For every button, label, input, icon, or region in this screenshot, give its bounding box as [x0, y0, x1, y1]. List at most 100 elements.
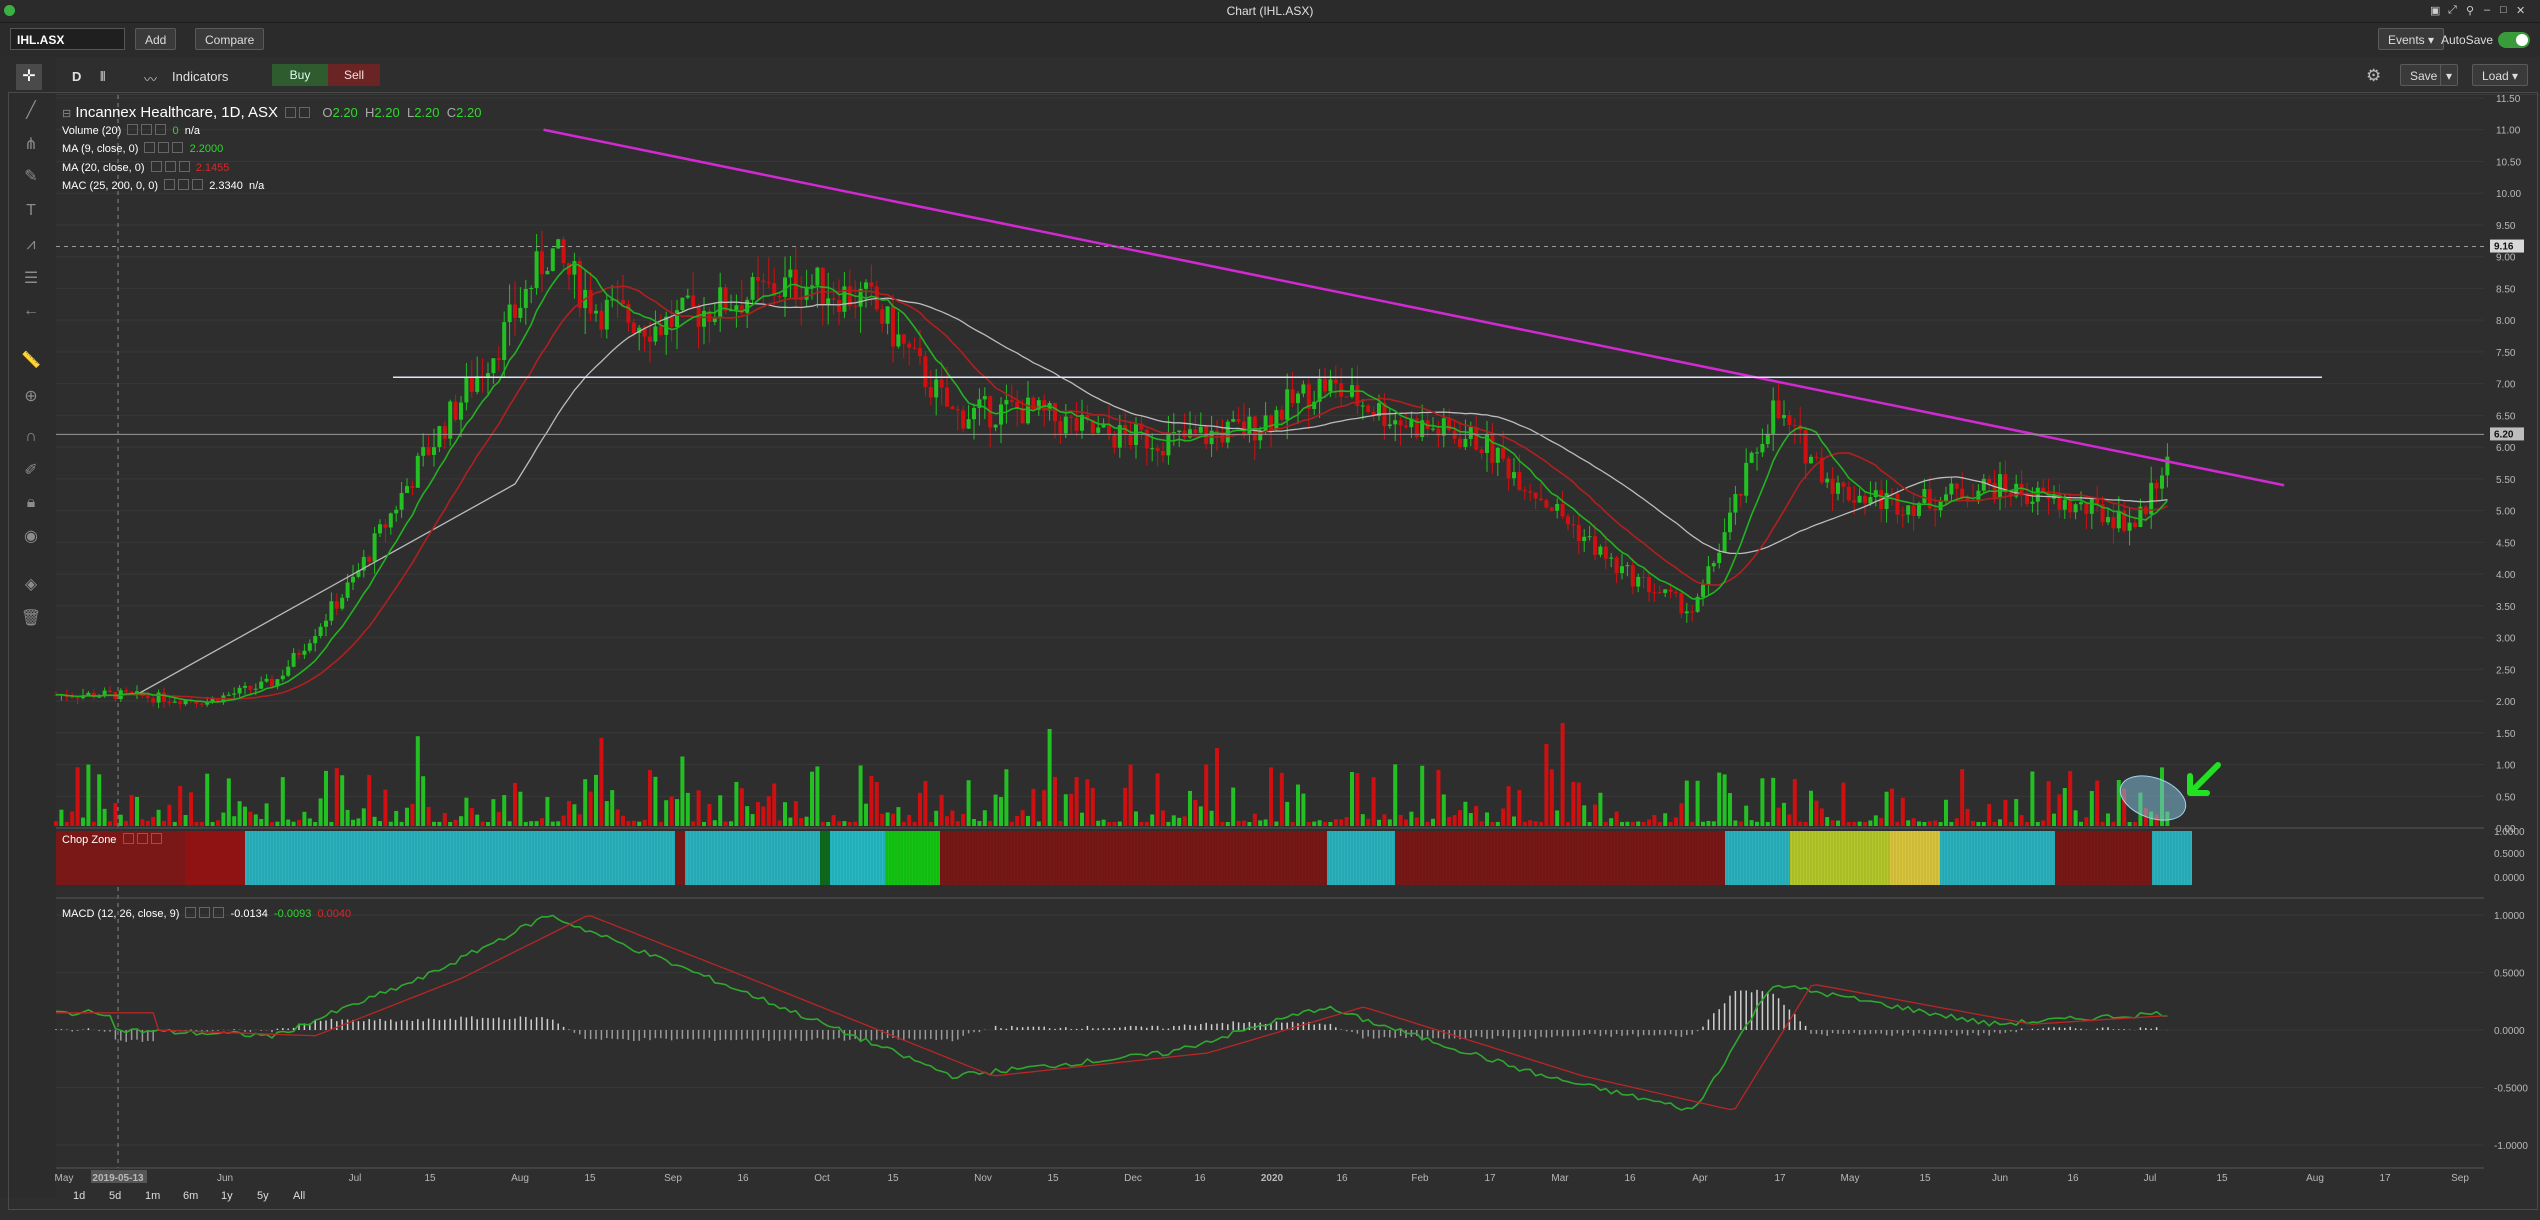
settings-icon[interactable] [144, 142, 156, 153]
text-tool-icon[interactable]: T [26, 202, 36, 219]
remove-icon[interactable] [178, 161, 190, 172]
ma20-value: 2.1455 [195, 162, 230, 174]
autosave-label: AutoSave [2441, 33, 2494, 47]
timeframe-5d[interactable]: 5d [109, 1190, 122, 1202]
timeframe-5y[interactable]: 5y [257, 1190, 269, 1202]
settings-icon[interactable] [127, 124, 139, 135]
timeframe-1d[interactable]: 1d [73, 1190, 86, 1202]
indicators-icon[interactable]: 〰 [144, 72, 158, 87]
crosshair-tool-icon[interactable]: ✛ [16, 64, 42, 90]
macd-hist-value: -0.0134 [230, 908, 268, 920]
settings-icon[interactable] [150, 161, 162, 172]
hide-icon[interactable] [158, 142, 170, 153]
collapse-legend-icon[interactable]: ⊟ [62, 108, 72, 120]
pin-icon[interactable]: ▣ [2430, 5, 2441, 17]
load-label: Load [2482, 69, 2509, 83]
volume-legend: Volume (20) 0 n/a [62, 124, 200, 137]
macd-name: MACD (12, 26, close, 9) [62, 908, 180, 920]
remove-icon[interactable] [155, 124, 167, 135]
top-toolbar: IHL.ASX Add Compare Events ▾ AutoSave [0, 23, 2540, 57]
open-label: O [322, 105, 333, 120]
fib-tool-icon[interactable]: ☰ [23, 270, 39, 287]
volume-ma-value: n/a [184, 125, 201, 137]
autosave-toggle[interactable] [2498, 32, 2530, 48]
close-icon[interactable]: ✕ [2516, 5, 2526, 17]
stay-in-drawing-icon[interactable]: ✐ [24, 462, 38, 479]
chart-toolbar: D ⫴ 〰 Indicators ⚙ Save ▾ Load ▾ [0, 58, 2540, 95]
main-legend: ⊟ Incannex Healthcare, 1D, ASX O2.20 H2.… [62, 104, 481, 121]
save-button[interactable]: Save [2400, 64, 2448, 86]
eye-icon[interactable]: ◉ [24, 528, 38, 545]
mac-legend: MAC (25, 200, 0, 0) 2.3340 n/a [62, 179, 264, 192]
interval-selector[interactable]: D [72, 69, 82, 84]
chevron-down-icon: ▾ [2512, 69, 2519, 83]
load-button[interactable]: Load ▾ [2472, 64, 2529, 86]
layers-icon[interactable]: ◈ [24, 576, 38, 593]
chop-legend: Chop Zone [62, 833, 162, 846]
window-title: Chart (IHL.ASX) [1226, 4, 1314, 18]
settings-gear-icon[interactable]: ⚙ [2366, 66, 2382, 85]
remove-icon[interactable] [192, 179, 204, 190]
mac-value-2: n/a [248, 180, 265, 192]
ma9-name: MA (9, close, 0) [62, 143, 139, 155]
high-label: H [365, 105, 375, 120]
chop-name: Chop Zone [62, 834, 117, 846]
hide-icon[interactable] [164, 161, 176, 172]
legend-settings-icon[interactable] [285, 107, 297, 118]
legend-hide-icon[interactable] [299, 107, 311, 118]
hide-icon[interactable] [199, 907, 211, 918]
settings-icon[interactable] [122, 833, 134, 844]
brush-tool-icon[interactable]: ✎ [24, 168, 38, 185]
drawing-toolbar: ✛ ╱ ⋔ ✎ T ⩘ ☰ ← 📏 ⊕ ∩ ✐ 🔒︎ ◉ ◈ 🗑︎ [0, 58, 56, 1198]
zoom-in-icon[interactable]: ⊕ [24, 388, 38, 405]
minimize-icon[interactable]: – [2484, 4, 2491, 16]
remove-icon[interactable] [213, 907, 225, 918]
pitchfork-tool-icon[interactable]: ⋔ [24, 136, 38, 153]
buy-button[interactable]: Buy [272, 64, 328, 86]
arrow-back-icon[interactable]: ← [23, 302, 39, 319]
lock-icon[interactable]: 🔒︎ [26, 494, 36, 511]
volume-name: Volume (20) [62, 125, 122, 137]
symbol-input[interactable]: IHL.ASX [10, 28, 125, 50]
chevron-down-icon: ▾ [2428, 33, 2435, 47]
low-label: L [406, 105, 415, 120]
trash-icon[interactable]: 🗑︎ [20, 610, 42, 627]
macd-value: -0.0093 [274, 908, 312, 920]
compare-button[interactable]: Compare [195, 28, 265, 50]
mac-value: 2.3340 [209, 180, 243, 192]
close-label: C [446, 105, 457, 120]
macd-signal-value: 0.0040 [317, 908, 352, 920]
timeframe-all[interactable]: All [293, 1190, 306, 1202]
timeframe-1m[interactable]: 1m [145, 1190, 161, 1202]
indicators-button[interactable]: Indicators [172, 69, 229, 84]
popout-icon[interactable]: ⤢ [2448, 4, 2457, 16]
window-titlebar: Chart (IHL.ASX) ▣ ⤢ ⚲ – □ ✕ [0, 0, 2540, 23]
pattern-tool-icon[interactable]: ⩘ [26, 236, 36, 253]
remove-icon[interactable] [172, 142, 184, 153]
magnet-icon[interactable]: ∩ [25, 428, 37, 445]
events-label: Events [2388, 33, 2425, 47]
timeframe-6m[interactable]: 6m [183, 1190, 199, 1202]
ruler-tool-icon[interactable]: 📏 [21, 352, 41, 369]
instrument-title: Incannex Healthcare, 1D, ASX [75, 104, 279, 121]
trendline-tool-icon[interactable]: ╱ [26, 102, 36, 119]
add-button[interactable]: Add [135, 28, 177, 50]
settings-icon[interactable] [164, 179, 176, 190]
settings-icon[interactable] [185, 907, 197, 918]
ma9-legend: MA (9, close, 0) 2.2000 [62, 142, 223, 155]
link-icon[interactable]: ⚲ [2466, 5, 2475, 17]
app-status-dot [4, 5, 15, 16]
hide-icon[interactable] [136, 833, 148, 844]
timeframe-1y[interactable]: 1y [221, 1190, 233, 1202]
save-menu-chevron-icon[interactable]: ▾ [2440, 64, 2459, 86]
chart-type-candles-icon[interactable]: ⫴ [100, 69, 106, 84]
macd-legend: MACD (12, 26, close, 9) -0.0134 -0.0093 … [62, 907, 351, 920]
hide-icon[interactable] [141, 124, 153, 135]
timeframe-bar: 1d 5d 1m 6m 1y 5y All [56, 1186, 2536, 1208]
maximize-icon[interactable]: □ [2500, 4, 2507, 16]
events-button[interactable]: Events ▾ [2378, 28, 2445, 50]
remove-icon[interactable] [150, 833, 162, 844]
chart-frame [8, 92, 2538, 1210]
hide-icon[interactable] [178, 179, 190, 190]
sell-button[interactable]: Sell [328, 64, 380, 86]
